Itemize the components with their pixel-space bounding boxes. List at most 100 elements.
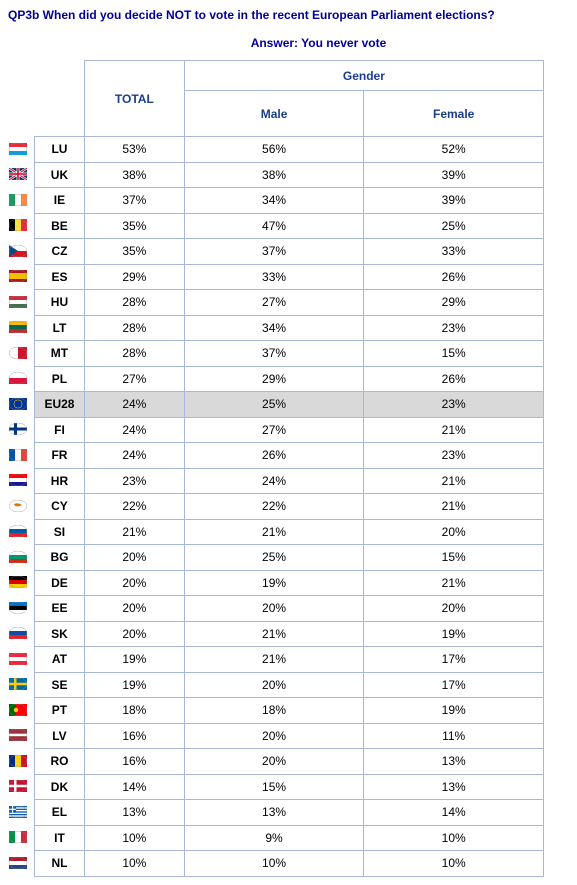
flag-icon — [8, 799, 28, 825]
value-total: 21% — [84, 519, 184, 545]
table-row: BG20%25%15% — [35, 545, 544, 571]
value-male: 22% — [184, 494, 364, 520]
value-total: 16% — [84, 749, 184, 775]
value-male: 25% — [184, 545, 364, 571]
country-code: PT — [35, 698, 85, 724]
flag-icon — [8, 748, 28, 774]
country-code: CY — [35, 494, 85, 520]
flag-icon — [8, 825, 28, 851]
table-row: CY22%22%21% — [35, 494, 544, 520]
country-code: HU — [35, 290, 85, 316]
country-code: DE — [35, 570, 85, 596]
value-female: 20% — [364, 596, 544, 622]
table-row: IT10%9%10% — [35, 825, 544, 851]
country-code: AT — [35, 647, 85, 673]
flag-icon — [8, 162, 28, 188]
country-code: BG — [35, 545, 85, 571]
table-row: DE20%19%21% — [35, 570, 544, 596]
flag-icon — [8, 850, 28, 876]
value-male: 37% — [184, 341, 364, 367]
value-male: 34% — [184, 188, 364, 214]
country-code: MT — [35, 341, 85, 367]
value-female: 21% — [364, 494, 544, 520]
table-row: DK14%15%13% — [35, 774, 544, 800]
value-male: 27% — [184, 417, 364, 443]
data-table: TOTAL Gender Male Female LU53%56%52%UK38… — [34, 60, 544, 877]
flag-icon — [8, 519, 28, 545]
value-total: 19% — [84, 647, 184, 673]
value-female: 15% — [364, 341, 544, 367]
value-total: 19% — [84, 672, 184, 698]
table-row: ES29%33%26% — [35, 264, 544, 290]
value-total: 24% — [84, 392, 184, 418]
answer-text: Answer: You never vote — [68, 36, 569, 50]
country-code: LT — [35, 315, 85, 341]
value-total: 28% — [84, 290, 184, 316]
flag-icon — [8, 442, 28, 468]
value-male: 33% — [184, 264, 364, 290]
header-female: Female — [364, 91, 544, 137]
country-code: LV — [35, 723, 85, 749]
value-total: 20% — [84, 621, 184, 647]
value-female: 21% — [364, 417, 544, 443]
country-code: CZ — [35, 239, 85, 265]
table-row: LV16%20%11% — [35, 723, 544, 749]
table-row: FR24%26%23% — [35, 443, 544, 469]
value-female: 20% — [364, 519, 544, 545]
table-row: SI21%21%20% — [35, 519, 544, 545]
value-female: 14% — [364, 800, 544, 826]
table-row: BE35%47%25% — [35, 213, 544, 239]
value-male: 29% — [184, 366, 364, 392]
value-male: 20% — [184, 749, 364, 775]
table-row: IE37%34%39% — [35, 188, 544, 214]
table-row: SK20%21%19% — [35, 621, 544, 647]
value-female: 21% — [364, 468, 544, 494]
table-row: CZ35%37%33% — [35, 239, 544, 265]
value-total: 23% — [84, 468, 184, 494]
question-text: QP3b When did you decide NOT to vote in … — [8, 8, 569, 22]
value-female: 39% — [364, 162, 544, 188]
value-total: 29% — [84, 264, 184, 290]
value-female: 39% — [364, 188, 544, 214]
flag-icon — [8, 468, 28, 494]
value-female: 17% — [364, 647, 544, 673]
flag-icon — [8, 595, 28, 621]
country-code: DK — [35, 774, 85, 800]
value-female: 10% — [364, 851, 544, 877]
value-female: 26% — [364, 264, 544, 290]
flag-icon — [8, 213, 28, 239]
flag-icon — [8, 697, 28, 723]
flag-icon — [8, 646, 28, 672]
flag-icon — [8, 570, 28, 596]
flag-icon — [8, 238, 28, 264]
flag-icon — [8, 417, 28, 443]
country-code: EE — [35, 596, 85, 622]
flag-icon — [8, 136, 28, 162]
country-code: BE — [35, 213, 85, 239]
flag-icon — [8, 315, 28, 341]
flag-column — [8, 136, 28, 876]
flag-icon — [8, 493, 28, 519]
table-row: PT18%18%19% — [35, 698, 544, 724]
country-code: SI — [35, 519, 85, 545]
value-total: 20% — [84, 570, 184, 596]
value-female: 19% — [364, 621, 544, 647]
table-row: EU2824%25%23% — [35, 392, 544, 418]
value-total: 53% — [84, 137, 184, 163]
table-row: SE19%20%17% — [35, 672, 544, 698]
country-code: HR — [35, 468, 85, 494]
value-male: 56% — [184, 137, 364, 163]
value-male: 21% — [184, 647, 364, 673]
value-male: 21% — [184, 621, 364, 647]
value-total: 20% — [84, 596, 184, 622]
header-blank — [35, 61, 85, 137]
value-female: 26% — [364, 366, 544, 392]
value-female: 33% — [364, 239, 544, 265]
flag-icon — [8, 544, 28, 570]
table-row: AT19%21%17% — [35, 647, 544, 673]
table-row: EL13%13%14% — [35, 800, 544, 826]
value-male: 9% — [184, 825, 364, 851]
table-wrap: TOTAL Gender Male Female LU53%56%52%UK38… — [8, 60, 569, 877]
value-male: 34% — [184, 315, 364, 341]
country-code: IT — [35, 825, 85, 851]
